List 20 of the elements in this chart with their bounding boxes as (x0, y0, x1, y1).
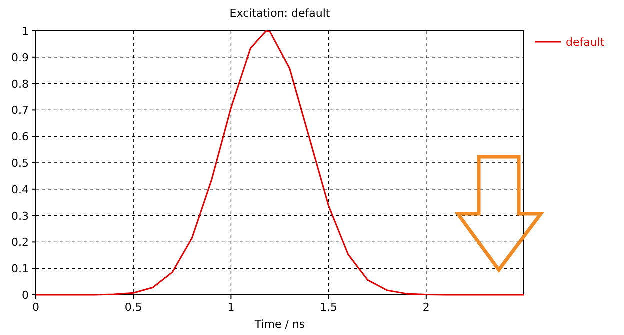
y-tick-label: 0.3 (12, 210, 29, 223)
line-series (35, 30, 525, 296)
y-tick-label: 0 (22, 289, 29, 302)
y-tick-label: 0.2 (12, 236, 29, 250)
y-tick-label: 0.5 (12, 157, 29, 170)
y-tick-label: 0.8 (12, 78, 29, 91)
y-tick-label: 0.9 (12, 51, 29, 64)
y-tick-label: 0.6 (12, 130, 29, 144)
x-tick-label: 0 (32, 301, 40, 314)
y-tick-label: 0.1 (12, 262, 29, 276)
x-axis-title: Time / ns (254, 318, 306, 331)
y-tick-label: 0.7 (12, 104, 29, 118)
x-tick-label: 1 (228, 301, 235, 314)
y-tick-label: 0.4 (12, 183, 29, 196)
chart-title: Excitation: default (230, 7, 331, 20)
x-tick-label: 1.5 (320, 301, 338, 314)
legend-label: default (566, 36, 606, 49)
x-tick-label: 0.5 (124, 301, 142, 314)
x-tick-label: 2 (422, 301, 430, 314)
y-tick-label: 1 (22, 25, 29, 38)
